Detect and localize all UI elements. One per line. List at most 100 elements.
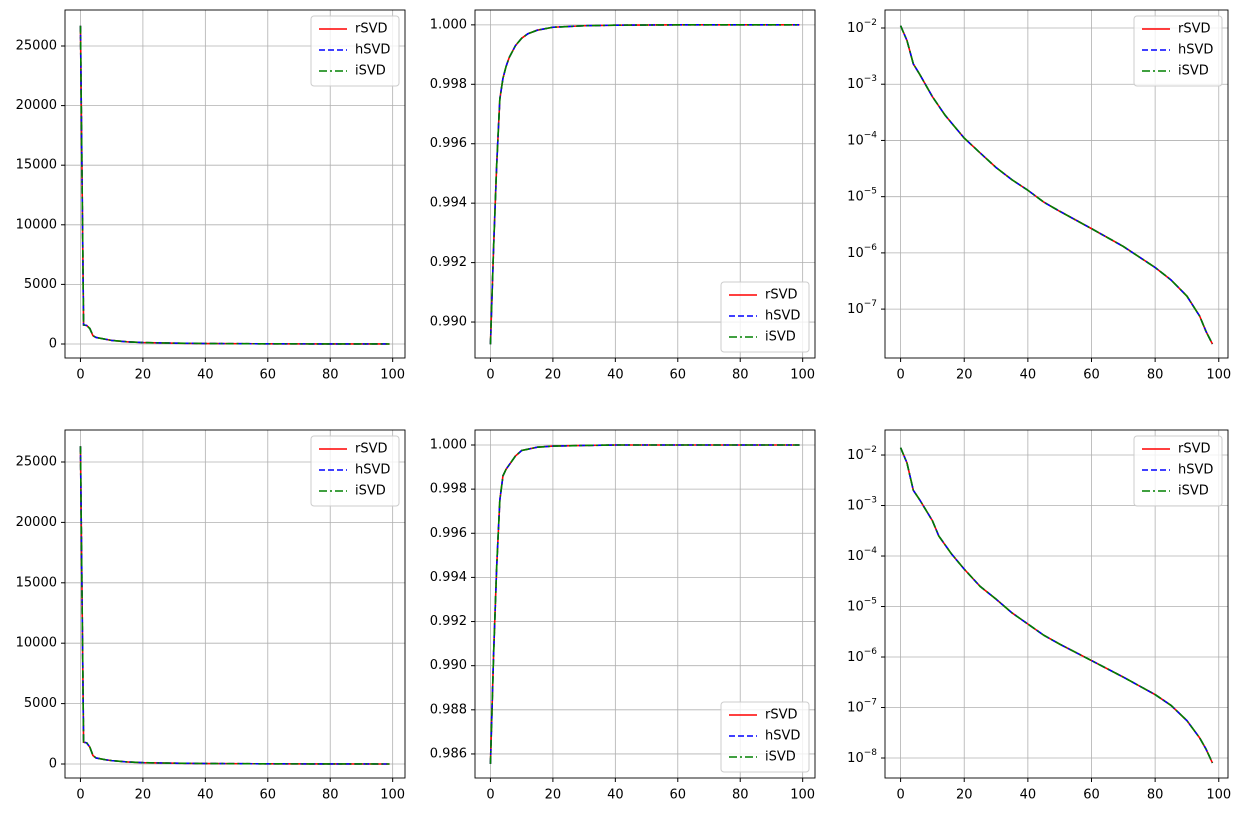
- y-tick-label: 0.992: [430, 614, 467, 629]
- data-line: [899, 447, 1214, 764]
- legend-box: [310, 15, 400, 87]
- y-tick-label: 5000: [24, 277, 57, 292]
- x-tick-label: 80: [732, 368, 749, 383]
- x-tick-label: 0: [486, 368, 494, 383]
- legend-label: rSVD: [765, 288, 798, 303]
- plot-frame: [64, 9, 406, 359]
- y-tick-label: 0: [49, 756, 57, 771]
- x-tick-label: 0: [76, 788, 84, 803]
- x-tick-label: 0: [486, 788, 494, 803]
- subplot: 0 20 40 60 80 100 0 5000 10000 15000 20000 25000 rSV…: [16, 9, 406, 383]
- y-tick-label: 10−5: [847, 596, 877, 614]
- y-tick-label: 20000: [16, 98, 57, 113]
- plot-frame: [474, 429, 816, 779]
- x-tick-label: 20: [135, 368, 152, 383]
- y-tick-label: 0.994: [430, 196, 467, 211]
- legend-label: hSVD: [765, 309, 800, 324]
- y-tick-label: 10−6: [847, 242, 877, 260]
- legend-label: hSVD: [1178, 43, 1213, 58]
- data-line: [489, 444, 800, 764]
- legend-label: iSVD: [355, 484, 386, 499]
- legend-label: hSVD: [355, 463, 390, 478]
- subplot: 0 20 40 60 80 100 0.990 0.992 0.994 0.996 0.998 1.0…: [430, 9, 816, 383]
- legend-label: rSVD: [1178, 22, 1211, 37]
- legend-box: [720, 701, 810, 773]
- x-tick-label: 0: [896, 368, 904, 383]
- y-tick-label: 15000: [16, 575, 57, 590]
- x-tick-label: 80: [322, 788, 339, 803]
- plot-frame: [64, 429, 406, 779]
- legend-label: iSVD: [1178, 64, 1209, 79]
- y-tick-label: 10−3: [847, 74, 877, 92]
- y-tick-label: 10000: [16, 636, 57, 651]
- plot-frame: [884, 9, 1229, 359]
- x-tick-label: 60: [670, 368, 687, 383]
- y-tick-label: 5000: [24, 696, 57, 711]
- plot-frame: [884, 429, 1229, 779]
- legend-box: [310, 435, 400, 507]
- data-line: [79, 25, 390, 345]
- y-tick-label: 15000: [16, 158, 57, 173]
- subplot: 0 20 40 60 80 100 rSVD hSVD iSVD: [881, 9, 1231, 383]
- legend-label: rSVD: [765, 708, 798, 723]
- y-tick-label: 20000: [16, 515, 57, 530]
- y-tick-label: 0.986: [430, 746, 467, 761]
- y-tick-label: 10000: [16, 217, 57, 232]
- x-tick-label: 60: [670, 788, 687, 803]
- x-tick-label: 20: [956, 368, 973, 383]
- y-tick-label: 25000: [16, 38, 57, 53]
- y-tick-label: 0.990: [430, 315, 467, 330]
- x-tick-label: 80: [322, 368, 339, 383]
- x-tick-label: 40: [1020, 788, 1037, 803]
- x-tick-label: 40: [607, 368, 624, 383]
- x-tick-label: 60: [1083, 788, 1100, 803]
- subplot: 0 20 40 60 80 100 0.986 0.988 0.990 0.992 0.994 0.9…: [430, 429, 816, 803]
- legend-box: [1133, 15, 1223, 87]
- y-tick-label: 1.000: [430, 17, 467, 32]
- legend-label: rSVD: [1178, 442, 1211, 457]
- y-tick-label: 0.992: [430, 255, 467, 270]
- y-tick-label: 0.998: [430, 482, 467, 497]
- y-tick-label: 10−3: [847, 495, 877, 513]
- x-tick-label: 0: [896, 788, 904, 803]
- subplot: 0 20 40 60 80 100 rSVD hSVD iSVD: [881, 429, 1231, 803]
- y-tick-label: 10−4: [847, 130, 877, 148]
- x-tick-label: 40: [197, 368, 214, 383]
- legend-label: rSVD: [355, 22, 388, 37]
- legend-label: hSVD: [765, 729, 800, 744]
- subplot: 0 20 40 60 80 100 0 5000 10000 15000 20000 25000 rSV…: [16, 429, 406, 803]
- x-tick-label: 20: [956, 788, 973, 803]
- x-tick-label: 20: [545, 788, 562, 803]
- x-tick-label: 80: [1147, 368, 1164, 383]
- y-tick-label: 0.996: [430, 526, 467, 541]
- legend-label: iSVD: [355, 64, 386, 79]
- x-tick-label: 40: [607, 788, 624, 803]
- plot-frame: [474, 9, 816, 359]
- x-tick-label: 40: [1020, 368, 1037, 383]
- y-tick-label: 10−2: [847, 445, 877, 463]
- y-tick-label: 0: [49, 336, 57, 351]
- y-tick-label: 25000: [16, 454, 57, 469]
- x-tick-label: 40: [197, 788, 214, 803]
- x-tick-label: 80: [1147, 788, 1164, 803]
- y-tick-label: 10−2: [847, 17, 877, 35]
- y-tick-label: 0.994: [430, 570, 467, 585]
- legend-label: iSVD: [765, 330, 796, 345]
- y-tick-label: 10−6: [847, 647, 877, 665]
- x-tick-label: 100: [790, 368, 815, 383]
- legend-label: hSVD: [1178, 463, 1213, 478]
- legend-box: [1133, 435, 1223, 507]
- x-tick-label: 100: [1206, 368, 1231, 383]
- x-tick-label: 100: [790, 788, 815, 803]
- x-tick-label: 20: [135, 788, 152, 803]
- data-line: [79, 446, 390, 765]
- y-tick-label: 10−5: [847, 186, 877, 204]
- y-tick-label: 10−8: [847, 748, 877, 766]
- data-line: [489, 24, 800, 345]
- x-tick-label: 0: [76, 368, 84, 383]
- legend-box: [720, 281, 810, 353]
- y-tick-label: 0.996: [430, 136, 467, 151]
- y-tick-label: 10−7: [847, 697, 877, 715]
- data-line: [899, 25, 1214, 345]
